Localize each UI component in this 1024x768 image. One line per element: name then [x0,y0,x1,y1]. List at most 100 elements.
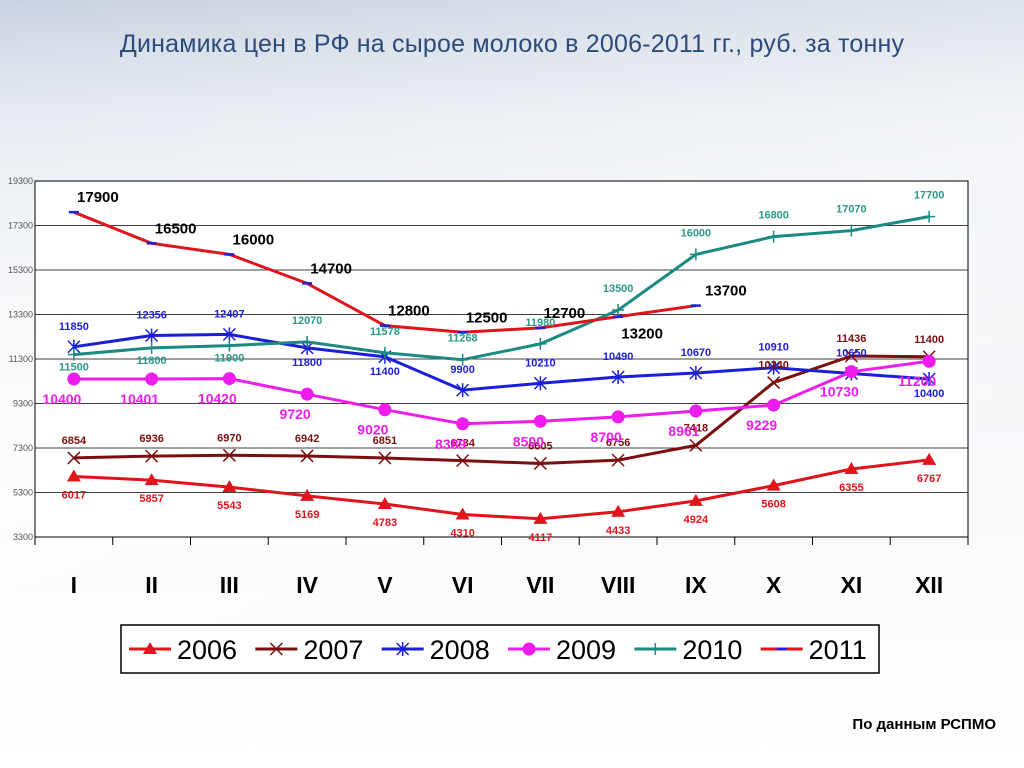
point-2008-IX [689,366,703,381]
series-line-2010 [73,215,930,362]
point-2006-VIII [611,504,626,517]
point-2007-V [378,451,392,465]
y-tick-label: 19300 [8,176,33,186]
point-2006-VI [455,507,470,520]
x-tick-label: XII [915,572,943,598]
data-label-2011: 13700 [705,283,747,300]
data-label-2009: 8389 [435,436,466,452]
point-2010-VIII [612,304,625,317]
point-2009-XII [922,354,936,368]
data-label-2008: 11850 [59,321,89,333]
data-label-2006: 6355 [839,482,863,494]
x-tick-label: XI [841,572,863,598]
point-2007-I [67,451,81,465]
data-label-2008: 10650 [836,347,867,359]
series-line-2008 [73,332,930,392]
data-label-2009: 8700 [591,429,622,445]
point-2009-VII [533,414,547,428]
series-line-2006 [73,458,930,521]
data-label-2008: 10910 [758,342,789,354]
point-2009-X [767,398,781,412]
data-label-2007: 11436 [836,333,866,345]
point-2008-VII [533,376,547,391]
legend-label: 2008 [430,635,490,665]
x-tick-label: V [377,572,393,598]
data-label-2009: 8500 [513,433,544,449]
data-label-2011: 16000 [233,231,275,248]
data-label-2009: 10730 [820,384,859,400]
point-2006-III [222,480,237,493]
point-2010-XI [845,224,858,237]
data-label-2007: 6970 [217,432,241,444]
legend-marker-2006 [143,642,157,654]
data-label-2007: 6756 [606,437,630,449]
source-note: По данным РСПМО [852,716,996,733]
point-2008-VI [456,383,470,398]
point-2008-III [222,327,236,342]
point-2009-XI [844,365,858,379]
data-label-2011: 17900 [77,189,119,206]
point-2010-IV [301,335,314,348]
data-label-2007: 6936 [139,433,163,445]
data-label-2010: 17070 [836,204,867,216]
data-label-2011: 16500 [155,220,197,237]
point-2007-X [767,376,781,390]
data-label-2010: 16800 [758,210,789,222]
legend-marker-2007 [269,642,283,656]
point-2006-V [377,497,392,510]
x-tick-label: IX [685,572,707,598]
data-label-2007: 7418 [684,422,708,434]
point-2007-IX [689,438,703,452]
data-label-2008: 11800 [292,357,322,369]
data-label-2009: 11200 [898,373,936,389]
point-2007-VII [533,456,547,470]
data-label-2011: 12500 [466,309,508,326]
point-2006-I [66,469,81,482]
y-tick-label: 7300 [13,443,33,453]
series-line-2009 [73,359,930,426]
data-label-2010: 11800 [137,355,167,367]
data-label-2007: 6851 [373,435,397,447]
data-label-2008: 10490 [603,351,634,363]
point-2010-IX [689,248,702,261]
data-label-2011: 12800 [388,303,430,320]
point-2009-VIII [611,410,625,424]
point-2007-VIII [611,453,625,467]
data-label-2006: 6017 [62,490,86,502]
point-2010-III [223,339,236,352]
data-label-2011: 14700 [310,260,352,277]
point-2007-VI [456,454,470,468]
y-tick-label: 5300 [13,488,33,498]
legend-marker-2010 [649,643,662,655]
point-2009-II [145,372,159,386]
point-2006-VII [533,511,548,524]
x-tick-label: II [145,572,158,598]
data-label-2011: 13200 [621,326,663,343]
point-2006-IX [688,493,703,506]
point-2010-VII [534,337,547,350]
point-2009-IV [300,387,314,401]
data-label-2007: 6605 [528,440,552,452]
data-label-2007: 10240 [758,360,789,372]
point-2010-XII [923,210,936,223]
data-label-2008: 10210 [525,357,556,369]
data-label-2010: 12070 [292,315,323,327]
data-label-2007: 6942 [295,433,319,445]
data-label-2007: 11400 [914,334,944,346]
data-label-2006: 5608 [761,499,785,511]
data-label-2008: 10400 [914,388,945,400]
x-tick-label: IV [296,572,318,598]
data-label-2006: 5857 [139,493,163,505]
data-label-2006: 5543 [217,500,241,512]
legend-marker-2008 [396,642,410,656]
data-label-2008: 12356 [136,310,167,322]
data-label-2010: 11500 [59,362,89,374]
point-2010-II [145,341,158,354]
data-label-2010: 11578 [370,326,400,338]
data-label-2007: 6854 [62,435,87,447]
point-2006-X [766,478,781,491]
point-2008-XII [922,372,936,387]
y-tick-label: 9300 [13,399,33,409]
y-tick-label: 13300 [8,310,33,320]
